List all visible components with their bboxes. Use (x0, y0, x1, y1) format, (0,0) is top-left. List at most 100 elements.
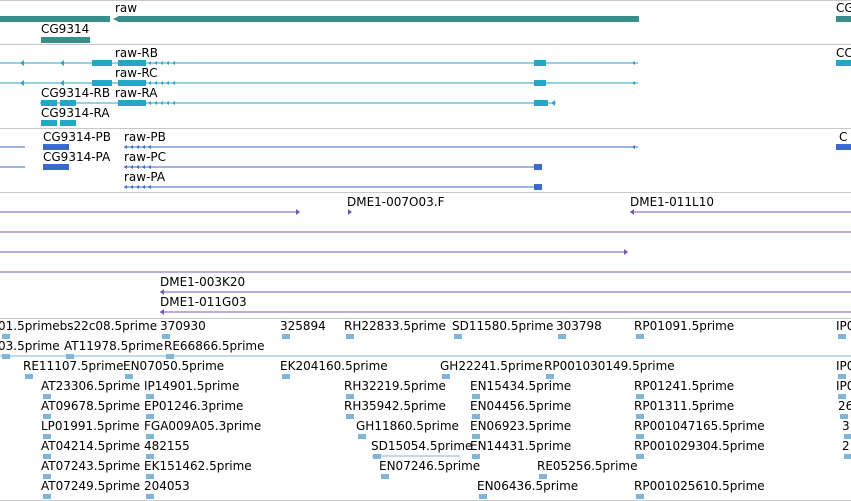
est-glyph[interactable] (25, 374, 33, 379)
est-label[interactable]: IP0 (836, 359, 851, 373)
est-label[interactable]: EP01246.3prime (144, 399, 244, 413)
est-label[interactable]: RP001047165.5prime (634, 419, 765, 433)
strand-arrow-left[interactable] (113, 16, 119, 22)
est-glyph[interactable] (125, 374, 133, 379)
est-glyph[interactable] (840, 414, 848, 419)
est-label[interactable]: RE66866.5prime (164, 339, 265, 353)
exon-cc[interactable] (836, 60, 851, 66)
est-label[interactable]: IP14901.5prime (144, 379, 240, 393)
est-label[interactable]: IP0 (836, 319, 851, 333)
strand-arrow-left[interactable] (136, 145, 139, 149)
exon[interactable] (92, 60, 112, 66)
transcript-label-cc[interactable]: CC (836, 46, 851, 60)
clone-label-dme1-011l10[interactable]: DME1-011L10 (630, 195, 714, 209)
est-label[interactable]: 482155 (144, 439, 190, 453)
strand-arrow-left[interactable] (166, 81, 169, 85)
est-glyph[interactable] (838, 334, 846, 339)
strand-arrow-left[interactable] (632, 81, 635, 85)
est-glyph[interactable] (2, 334, 10, 339)
protein-label-raw-pb[interactable]: raw-PB (124, 130, 166, 144)
strand-arrow-left[interactable] (124, 165, 127, 169)
est-label[interactable]: RH35942.5prime (344, 399, 446, 413)
strand-arrow-left[interactable] (60, 60, 64, 66)
exon[interactable] (92, 80, 112, 86)
strand-arrow-left[interactable] (166, 101, 169, 105)
est-glyph[interactable] (43, 474, 51, 479)
strand-arrow-left[interactable] (20, 80, 24, 86)
est-label[interactable]: EN06923.5prime (470, 419, 572, 433)
strand-arrow-left[interactable] (148, 185, 151, 189)
est-glyph[interactable] (146, 414, 154, 419)
est-label[interactable]: SD11580.5prime (452, 319, 554, 333)
exon[interactable] (118, 80, 146, 86)
est-label[interactable]: RP001029304.5prime (634, 439, 765, 453)
est-glyph[interactable] (539, 474, 547, 479)
exon[interactable] (41, 100, 57, 106)
est-glyph[interactable] (43, 434, 51, 439)
strand-arrow-right[interactable] (624, 249, 628, 255)
est-glyph[interactable] (844, 434, 851, 439)
est-label[interactable]: AT07243.5prime (41, 459, 141, 473)
strand-arrow-left[interactable] (130, 185, 133, 189)
strand-arrow-left[interactable] (142, 185, 145, 189)
transcript-label-raw-rb[interactable]: raw-RB (115, 46, 159, 60)
transcript-label-raw-rc[interactable]: raw-RC (115, 66, 158, 80)
gene-raw-left[interactable] (0, 16, 110, 22)
est-label[interactable]: 325894 (280, 319, 326, 333)
strand-arrow-left[interactable] (148, 165, 151, 169)
est-glyph[interactable] (636, 394, 644, 399)
exon[interactable] (118, 60, 146, 66)
est-label[interactable]: IP0 (836, 379, 851, 393)
exon[interactable] (118, 100, 146, 106)
est-glyph[interactable] (146, 474, 154, 479)
strand-arrow-left[interactable] (154, 61, 157, 65)
est-glyph[interactable] (838, 374, 846, 379)
est-label[interactable]: 3 (842, 419, 850, 433)
est-label[interactable]: 26 (838, 399, 851, 413)
exon[interactable] (60, 120, 76, 126)
est-glyph[interactable] (844, 454, 851, 459)
strand-arrow-left[interactable] (160, 309, 164, 315)
est-glyph[interactable] (146, 494, 154, 499)
transcript-label-cg9314-rb[interactable]: CG9314-RB (41, 86, 111, 100)
strand-arrow-left[interactable] (20, 60, 24, 66)
strand-arrow-left[interactable] (551, 100, 555, 106)
est-label[interactable]: RP001025610.5prime (634, 479, 765, 493)
strand-arrow-left[interactable] (130, 145, 133, 149)
strand-arrow-left[interactable] (124, 185, 127, 189)
est-glyph[interactable] (346, 394, 354, 399)
est-glyph[interactable] (282, 374, 290, 379)
gene-label-raw[interactable]: raw (115, 1, 138, 15)
strand-arrow-left[interactable] (148, 81, 151, 85)
strand-arrow-left[interactable] (142, 145, 145, 149)
est-label[interactable]: 303798 (556, 319, 602, 333)
protein-label-cg9314-pa[interactable]: CG9314-PA (43, 150, 111, 164)
cds-block[interactable] (43, 144, 69, 150)
est-glyph[interactable] (43, 394, 51, 399)
gene-raw[interactable] (118, 16, 639, 22)
est-glyph[interactable] (358, 434, 366, 439)
strand-arrow-left[interactable] (632, 61, 635, 65)
strand-arrow-left[interactable] (172, 81, 175, 85)
est-glyph[interactable] (346, 334, 354, 339)
strand-arrow-left[interactable] (172, 101, 175, 105)
strand-arrow-left[interactable] (630, 209, 634, 215)
cds-block[interactable] (534, 164, 542, 170)
est-label[interactable]: RP01311.5prime (634, 399, 735, 413)
est-glyph[interactable] (472, 394, 480, 399)
cds-c[interactable] (836, 144, 851, 150)
strand-arrow-right[interactable] (296, 209, 300, 215)
est-glyph[interactable] (558, 334, 566, 339)
est-glyph[interactable] (454, 334, 462, 339)
clone-label-dme1-003k20[interactable]: DME1-003K20 (160, 275, 246, 289)
est-glyph[interactable] (472, 414, 480, 419)
cds-block[interactable] (534, 184, 542, 190)
est-label[interactable]: 370930 (160, 319, 206, 333)
est-glyph[interactable] (43, 494, 51, 499)
est-glyph[interactable] (636, 414, 644, 419)
est-label[interactable]: AT07249.5prime (41, 479, 141, 493)
strand-arrow-right[interactable] (348, 209, 352, 215)
exon[interactable] (534, 80, 546, 86)
clone-label-dme1-011g03[interactable]: DME1-011G03 (160, 295, 247, 309)
est-glyph[interactable] (472, 434, 480, 439)
